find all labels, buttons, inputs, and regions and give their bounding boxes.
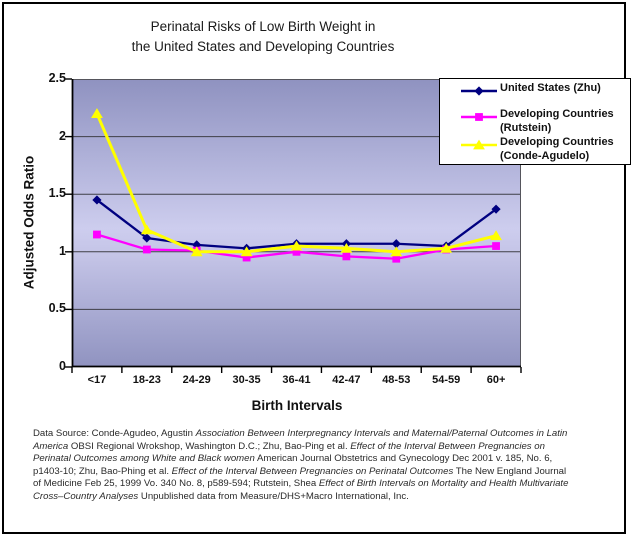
diamond-marker xyxy=(474,86,484,96)
y-tick-label: 2 xyxy=(59,128,66,143)
triangle-marker xyxy=(91,108,103,118)
chart-title-line1: Perinatal Risks of Low Birth Weight in xyxy=(150,19,376,34)
diamond-marker xyxy=(92,195,102,205)
data-source-line: of Medicine Feb 25, 1999 Vo. 340 No. 8, … xyxy=(33,478,569,489)
y-tick-label: 2.5 xyxy=(48,71,66,85)
diamond-marker xyxy=(142,233,152,243)
square-marker xyxy=(93,230,101,239)
data-source-line: p1403-10; Zhu, Bao-Phing et al. Effect o… xyxy=(33,465,567,477)
x-tick-label: 18-23 xyxy=(132,374,161,386)
triangle-marker xyxy=(290,240,303,251)
x-tick-label: 54-59 xyxy=(432,374,461,386)
legend-label: United States (Zhu) xyxy=(500,82,601,94)
square-marker xyxy=(492,242,500,250)
triangle-marker xyxy=(390,246,403,257)
chart-outer-border xyxy=(2,2,626,534)
triangle-marker xyxy=(190,246,203,257)
square-marker xyxy=(142,245,151,254)
triangle-legend-swatch xyxy=(461,139,497,150)
diamond-legend-swatch xyxy=(461,86,497,96)
data-source-line: Perinatal Outcomes among White and Black… xyxy=(33,453,553,464)
diamond-marker xyxy=(491,204,501,214)
x-tick-label: 42-47 xyxy=(332,374,361,386)
y-tick-label: 1.5 xyxy=(48,186,66,201)
x-tick-label: 30-35 xyxy=(232,374,261,386)
data-source-line: America OBSI Regional Wrokshop, Washingt… xyxy=(33,440,545,452)
legend-label: Developing Countries (Rutstein) xyxy=(500,108,614,134)
x-tick-label: <17 xyxy=(87,374,107,386)
square-legend-swatch xyxy=(461,113,497,121)
triangle-marker xyxy=(440,242,453,253)
x-tick-label: 48-53 xyxy=(382,374,411,386)
data-source-line: Cross–Country Analyses Unpublished data … xyxy=(33,490,409,502)
legend-entry: Developing Countries (Conde-Agudelo) xyxy=(461,136,630,163)
y-tick-label: 1 xyxy=(59,243,66,258)
chart-title: Perinatal Risks of Low Birth Weight in t… xyxy=(0,17,526,57)
chart-title-line2: the United States and Developing Countri… xyxy=(131,39,395,54)
legend-label: Developing Countries (Conde-Agudelo) xyxy=(500,136,614,162)
triangle-marker xyxy=(340,242,353,253)
diamond-marker xyxy=(391,239,401,249)
x-tick-label: 60+ xyxy=(486,374,506,386)
legend-entry: Developing Countries (Rutstein) xyxy=(461,108,630,135)
data-source-note: Data Source: Conde-Agudeo, Agustin Assoc… xyxy=(33,428,618,503)
data-source-line: Data Source: Conde-Agudeo, Agustin Assoc… xyxy=(33,428,568,439)
legend: United States (Zhu) Developing Countries(… xyxy=(439,78,631,165)
x-tick-label: 24-29 xyxy=(182,374,211,386)
square-marker xyxy=(342,252,351,261)
x-axis-title: Birth Intervals xyxy=(251,398,343,413)
triangle-marker xyxy=(240,246,253,257)
square-marker xyxy=(292,247,301,256)
square-marker xyxy=(392,254,401,263)
square-marker xyxy=(475,113,483,121)
y-tick-label: 0.5 xyxy=(48,301,66,316)
y-axis-title: Adjusted Odds Ratio xyxy=(21,155,37,290)
square-marker xyxy=(242,253,251,262)
x-tick-label: 36-41 xyxy=(282,374,311,386)
legend-entry: United States (Zhu) xyxy=(461,82,630,97)
series-line-2 xyxy=(95,112,497,254)
triangle-marker xyxy=(140,224,153,235)
triangle-marker xyxy=(473,139,485,150)
y-tick-label: 0 xyxy=(59,359,66,373)
triangle-marker xyxy=(490,230,502,241)
line-chart xyxy=(65,78,522,373)
